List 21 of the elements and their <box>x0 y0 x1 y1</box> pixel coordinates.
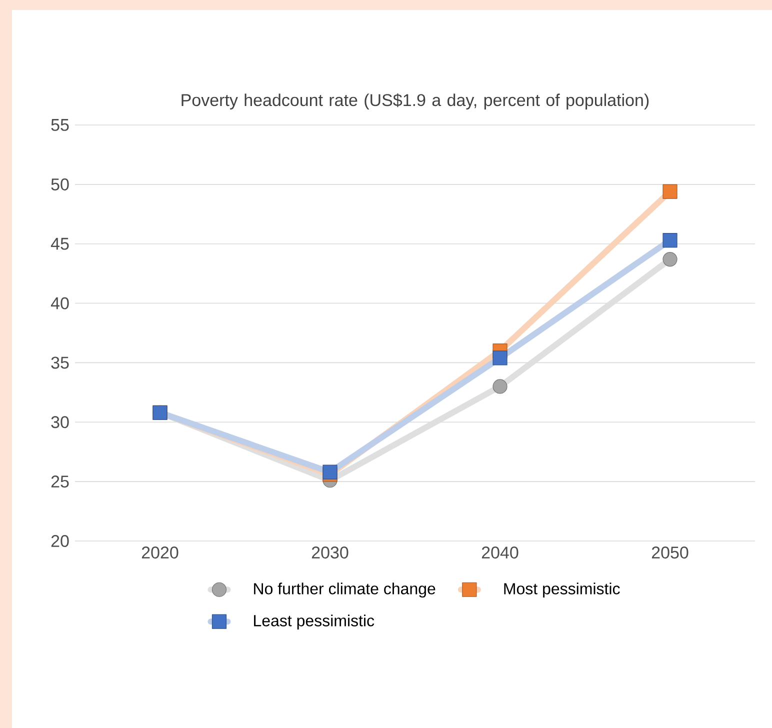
legend-label: No further climate change <box>254 582 436 598</box>
y-tick-label: 45 <box>50 238 69 250</box>
y-tick-label: 25 <box>51 476 69 488</box>
y-tick-label: 55 <box>51 119 69 131</box>
point <box>662 184 678 199</box>
legend-label: Most pessimistic <box>504 582 620 598</box>
y-tick-label: 35 <box>51 356 69 369</box>
point <box>492 379 508 394</box>
y-tick-label: 20 <box>51 534 69 548</box>
x-tick-label: 2040 <box>482 546 518 559</box>
x-tick-label: 2020 <box>142 546 178 559</box>
y-tick-label: 30 <box>51 416 69 428</box>
point <box>492 350 508 366</box>
x-tick-label: 2030 <box>312 546 348 559</box>
x-tick-label: 2050 <box>652 546 688 559</box>
point <box>662 232 678 248</box>
y-tick-label: 50 <box>51 178 69 190</box>
point <box>662 252 678 267</box>
chart-title: Poverty headcount rate (US$1.9 a day, percent of population) <box>182 93 649 110</box>
y-tick-label: 40 <box>50 297 69 310</box>
legend-label: Least pessimistic <box>254 614 374 630</box>
